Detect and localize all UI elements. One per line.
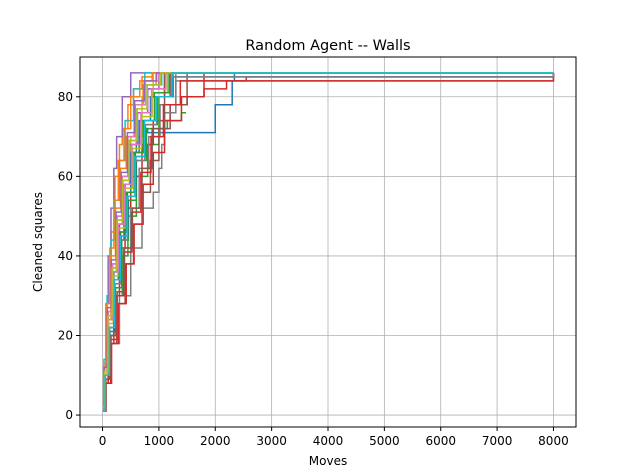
y-tick-label: 40 xyxy=(58,249,73,263)
series-line-run-30 xyxy=(102,72,554,412)
y-tick-label: 60 xyxy=(58,169,73,183)
y-tick-label: 0 xyxy=(65,408,73,422)
x-tick-label: 3000 xyxy=(256,434,287,448)
x-axis-ticks: 0 1000 2000 3000 4000 5000 6000 7000 8000 xyxy=(99,427,569,448)
x-tick-label: 7000 xyxy=(482,434,513,448)
grid xyxy=(80,57,576,427)
x-tick-label: 0 xyxy=(99,434,107,448)
x-tick-label: 4000 xyxy=(313,434,344,448)
y-axis-label: Cleaned squares xyxy=(31,192,45,292)
series-lines xyxy=(102,72,555,412)
x-tick-label: 2000 xyxy=(200,434,231,448)
x-axis-label: Moves xyxy=(309,454,347,468)
chart-title: Random Agent -- Walls xyxy=(245,38,410,54)
y-tick-label: 20 xyxy=(58,328,73,342)
x-tick-label: 1000 xyxy=(144,434,175,448)
y-tick-label: 80 xyxy=(58,90,73,104)
x-tick-label: 5000 xyxy=(369,434,400,448)
series-line-run-26 xyxy=(102,72,554,412)
x-tick-label: 6000 xyxy=(425,434,456,448)
x-tick-label: 8000 xyxy=(538,434,569,448)
y-axis-ticks: 0 20 40 60 80 xyxy=(58,90,80,422)
series-line-run-22 xyxy=(102,72,554,412)
series-line-run-29 xyxy=(102,72,554,408)
